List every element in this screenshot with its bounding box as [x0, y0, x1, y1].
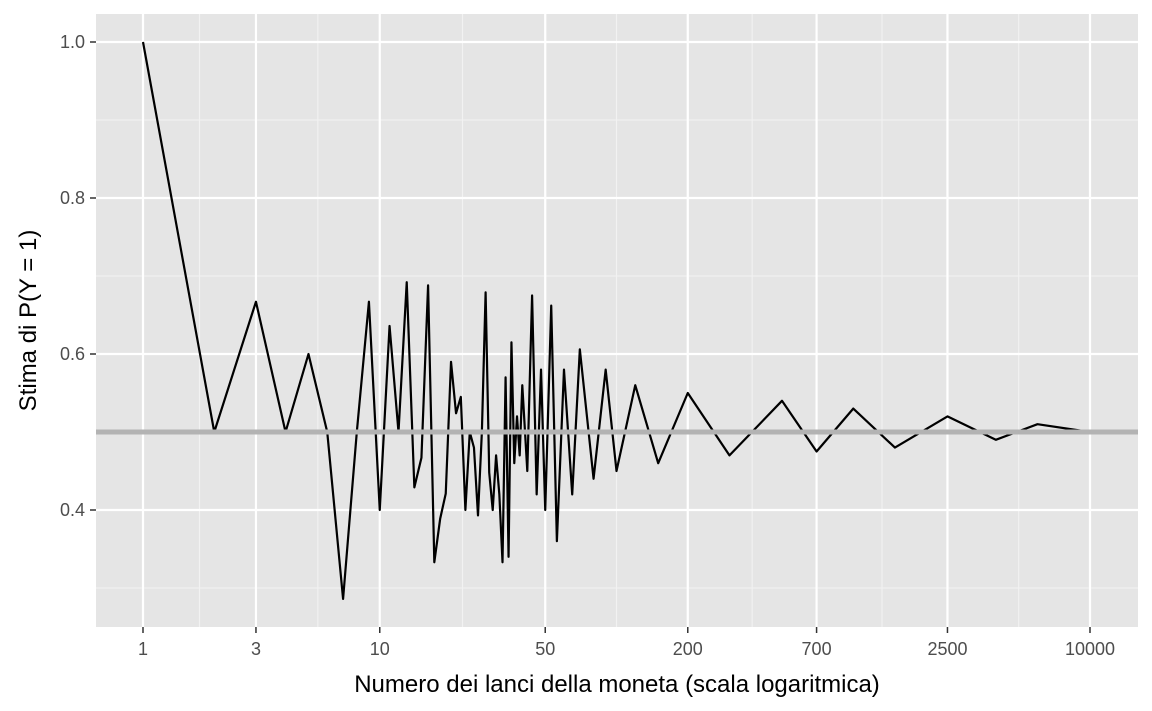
grid-minor	[96, 14, 1138, 627]
x-tick-label: 50	[535, 639, 555, 659]
y-tick-label: 0.4	[60, 500, 85, 520]
y-axis: 0.4 0.6 0.8 1.0	[60, 32, 96, 520]
x-tick-label: 1	[138, 639, 148, 659]
y-axis-title: Stima di P(Y = 1)	[15, 230, 42, 412]
y-tick-label: 1.0	[60, 32, 85, 52]
y-tick-label: 0.6	[60, 344, 85, 364]
x-tick-label: 10000	[1065, 639, 1115, 659]
x-axis-title: Numero dei lanci della moneta (scala log…	[354, 671, 880, 698]
series-line	[141, 41, 1091, 601]
x-tick-label: 700	[802, 639, 832, 659]
x-tick-label: 10	[370, 639, 390, 659]
grid-major	[96, 14, 1138, 627]
x-axis: 1 3 10 50 200 700 2500 10000	[138, 627, 1115, 659]
series-layer	[141, 41, 1091, 601]
y-tick-label: 0.8	[60, 188, 85, 208]
x-tick-label: 2500	[927, 639, 967, 659]
x-tick-label: 200	[673, 639, 703, 659]
x-tick-label: 3	[251, 639, 261, 659]
